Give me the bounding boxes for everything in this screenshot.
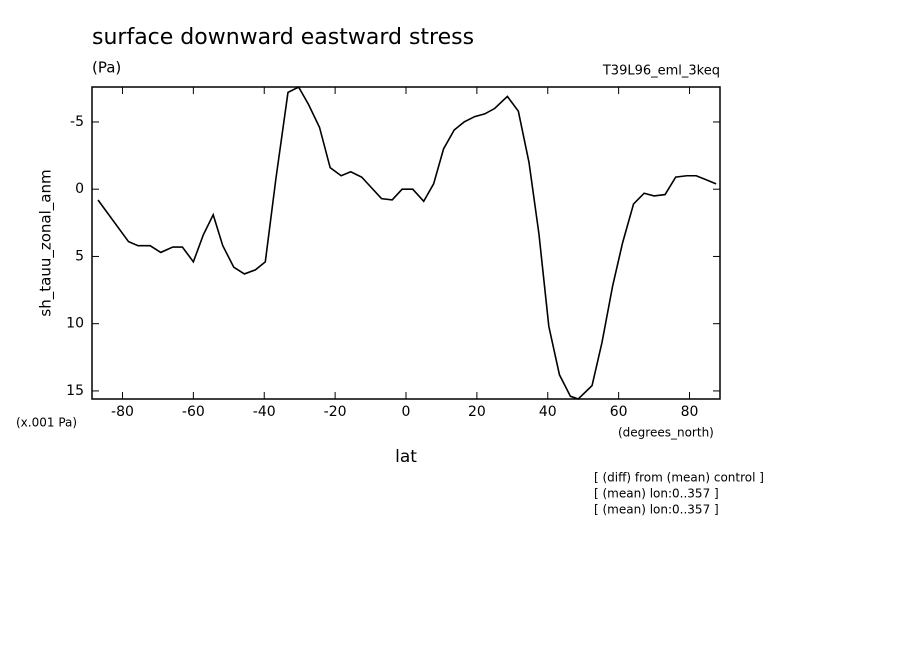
plot-frame — [91, 86, 721, 400]
x-unit: (degrees_north) — [618, 426, 714, 440]
y-axis-label: sh_tauu_zonal_anm — [37, 169, 56, 316]
y-tick-label: 0 — [75, 181, 84, 197]
x-tick-label: -40 — [253, 404, 276, 420]
x-tick-label: 40 — [539, 404, 557, 420]
x-tick-label: 0 — [402, 404, 411, 420]
x-tick-label: -20 — [324, 404, 347, 420]
data-line — [97, 85, 717, 400]
x-tick-label: -80 — [111, 404, 134, 420]
x-tick-label: -60 — [182, 404, 205, 420]
x-tick-label: 80 — [681, 404, 699, 420]
note: [ (mean) lon:0..357 ] — [594, 487, 719, 501]
y-tick-label: 10 — [66, 316, 84, 332]
y-tick-label: 15 — [66, 383, 84, 399]
chart-subtitle: (Pa) — [92, 59, 121, 77]
experiment-label: T39L96_eml_3keq — [602, 64, 720, 79]
x-tick-label: 60 — [610, 404, 628, 420]
y-unit: (x.001 Pa) — [16, 416, 77, 430]
chart-title: surface downward eastward stress — [92, 25, 474, 50]
note: [ (diff) from (mean) control ] — [594, 471, 764, 485]
x-axis-label: lat — [395, 447, 417, 467]
note: [ (mean) lon:0..357 ] — [594, 503, 719, 517]
x-tick-label: 20 — [468, 404, 486, 420]
y-tick-label: 5 — [75, 248, 84, 264]
y-tick-label: -5 — [70, 114, 84, 130]
